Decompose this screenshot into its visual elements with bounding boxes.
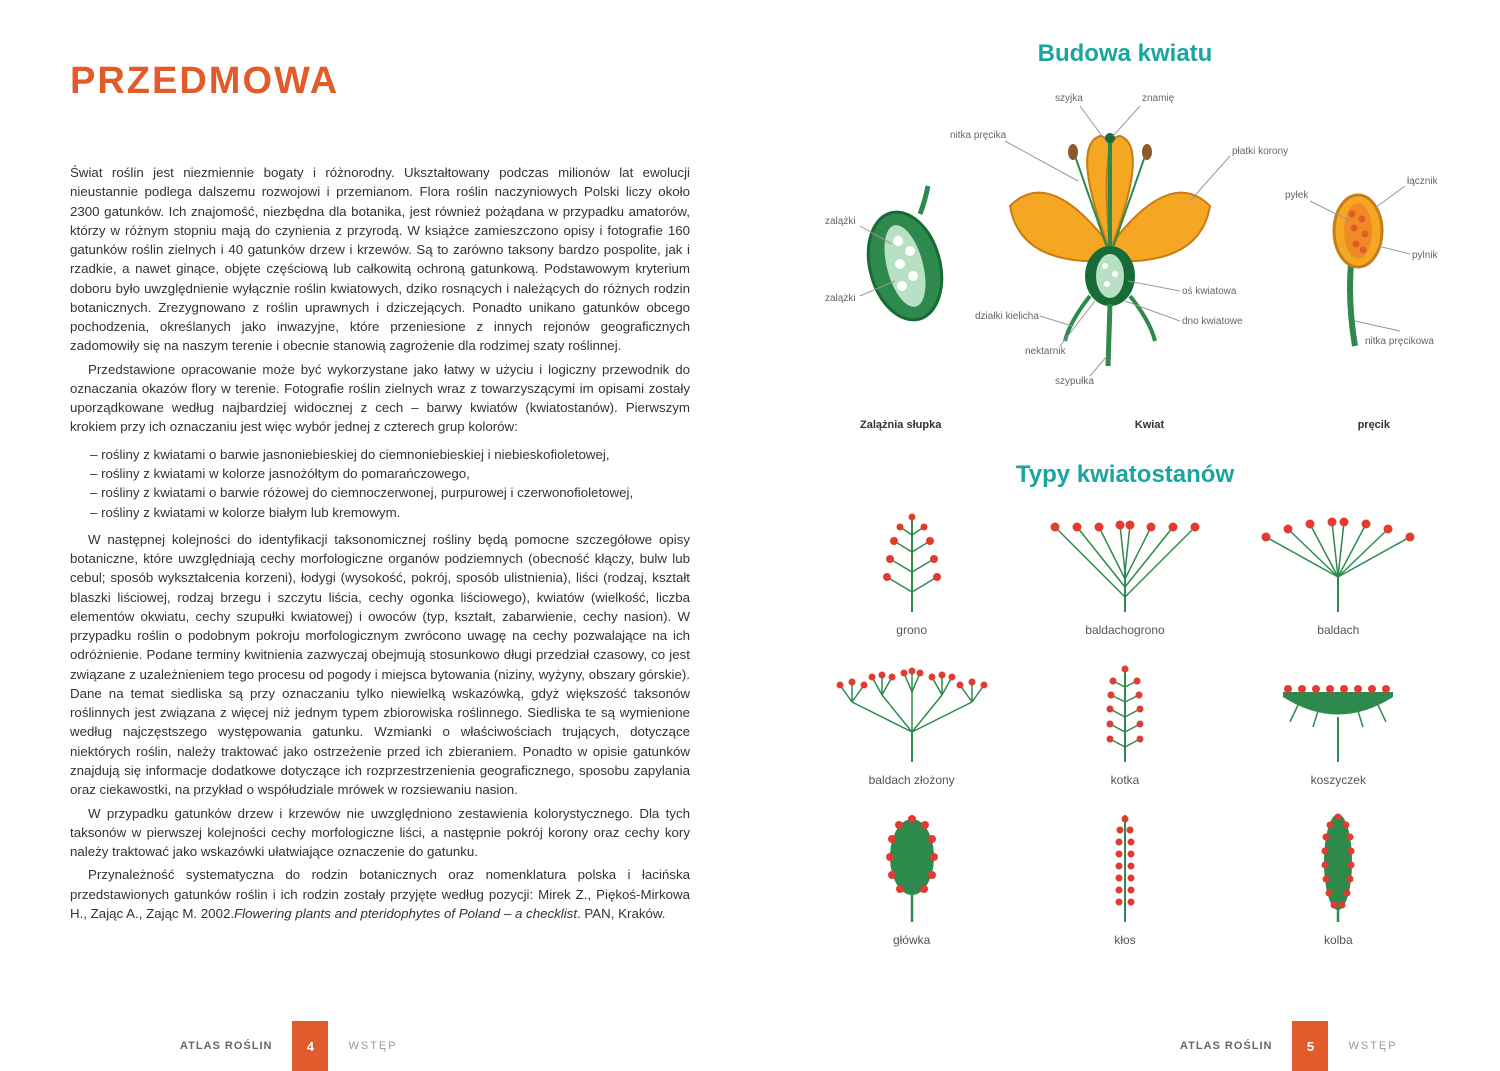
svg-text:znamię: znamię — [1142, 93, 1175, 104]
baldach-zlozony-icon — [822, 657, 1002, 767]
ovary-illustration: zalążki zalążki — [825, 186, 953, 328]
section-title-flower: Budowa kwiatu — [810, 40, 1440, 68]
bullet-3: – rośliny z kwiatami o barwie różowej do… — [90, 483, 690, 502]
bullet-4: – rośliny z kwiatami w kolorze białym lu… — [90, 503, 690, 522]
bullet-list: – rośliny z kwiatami o barwie jasnoniebi… — [90, 445, 690, 522]
inflor-baldach-zlozony: baldach złożony — [822, 657, 1002, 787]
flower-svg: zalążki zalążki — [810, 86, 1440, 406]
inflor-grono: grono — [842, 507, 982, 637]
inflorescence-grid: grono baldachogrono — [810, 507, 1440, 947]
label-baldachogrono: baldachogrono — [1035, 623, 1215, 637]
section-title-inflor: Typy kwiatostanów — [810, 461, 1440, 489]
page-number: 5 — [1292, 1021, 1328, 1071]
baldach-icon — [1248, 507, 1428, 617]
svg-text:pyłek: pyłek — [1285, 190, 1309, 201]
label-baldach-zlozony: baldach złożony — [822, 773, 1002, 787]
baldachogrono-icon — [1035, 507, 1215, 617]
svg-text:dno kwiatowe: dno kwiatowe — [1182, 316, 1243, 327]
caption-stamen: pręcik — [1358, 419, 1390, 431]
inflor-glowka: główka — [867, 807, 957, 947]
svg-text:płatki korony: płatki korony — [1232, 146, 1288, 157]
label-kotka: kotka — [1075, 773, 1175, 787]
label-koszyczek: koszyczek — [1258, 773, 1418, 787]
page-title: PRZEDMOWA — [70, 60, 690, 103]
footer-section-name: WSTĘP — [348, 1040, 397, 1052]
stamen-illustration: łącznik pyłek pylnik nitka pręcikowa — [1285, 176, 1439, 347]
svg-text:nitka pręcika: nitka pręcika — [950, 130, 1007, 141]
para-3: W następnej kolejności do identyfikacji … — [70, 530, 690, 800]
svg-text:łącznik: łącznik — [1407, 176, 1439, 187]
flower-captions: Zalążnia słupka Kwiat pręcik — [810, 419, 1440, 431]
flower-diagram: zalążki zalążki — [810, 86, 1440, 431]
bullet-2: – rośliny z kwiatami w kolorze jasnożółt… — [90, 464, 690, 483]
footer-section-name: WSTĘP — [1348, 1040, 1397, 1052]
label-klos: kłos — [1095, 933, 1155, 947]
page-footer: ATLAS ROŚLIN 4 WSTĘP — [0, 1021, 750, 1071]
label-baldach: baldach — [1248, 623, 1428, 637]
para-1: Świat roślin jest niezmiennie bogaty i r… — [70, 163, 690, 356]
caption-ovary: Zalążnia słupka — [860, 419, 941, 431]
caption-flower: Kwiat — [1135, 419, 1164, 431]
inflor-kotka: kotka — [1075, 657, 1175, 787]
koszyczek-icon — [1258, 657, 1418, 767]
bullet-1: – rośliny z kwiatami o barwie jasnoniebi… — [90, 445, 690, 464]
flower-illustration: szyjka znamię płatki korony nitka pręcik… — [950, 93, 1288, 387]
page-left: PRZEDMOWA Świat roślin jest niezmiennie … — [0, 0, 750, 1071]
page-number: 4 — [292, 1021, 328, 1071]
inflor-baldachogrono: baldachogrono — [1035, 507, 1215, 637]
inflor-kolba: kolba — [1303, 807, 1373, 947]
page-footer: ATLAS ROŚLIN 5 WSTĘP — [750, 1021, 1500, 1071]
para-4: W przypadku gatunków drzew i krzewów nie… — [70, 804, 690, 862]
para-2: Przedstawione opracowanie może być wykor… — [70, 360, 690, 437]
label-kolba: kolba — [1303, 933, 1373, 947]
klos-icon — [1095, 807, 1155, 927]
footer-book-title: ATLAS ROŚLIN — [180, 1040, 272, 1052]
svg-text:szyjka: szyjka — [1055, 93, 1083, 104]
svg-text:oś kwiatowa: oś kwiatowa — [1182, 286, 1237, 297]
svg-text:pylnik: pylnik — [1412, 250, 1439, 261]
inflor-klos: kłos — [1095, 807, 1155, 947]
glowka-icon — [867, 807, 957, 927]
svg-text:nitka pręcikowa: nitka pręcikowa — [1365, 336, 1434, 347]
svg-text:nektarnik: nektarnik — [1025, 346, 1067, 357]
body-text: Świat roślin jest niezmiennie bogaty i r… — [70, 163, 690, 923]
kotka-icon — [1075, 657, 1175, 767]
footer-book-title: ATLAS ROŚLIN — [1180, 1040, 1272, 1052]
kolba-icon — [1303, 807, 1373, 927]
page-right: Budowa kwiatu zalążki zalążki — [750, 0, 1500, 1071]
grono-icon — [842, 507, 982, 617]
label-glowka: główka — [867, 933, 957, 947]
svg-text:szypułka: szypułka — [1055, 376, 1094, 387]
label-zalazki-bot: zalążki — [825, 293, 856, 304]
inflor-koszyczek: koszyczek — [1258, 657, 1418, 787]
para-5: Przynależność systematyczna do rodzin bo… — [70, 865, 690, 923]
label-zalazki-top: zalążki — [825, 216, 856, 227]
svg-text:działki kielicha: działki kielicha — [975, 311, 1039, 322]
label-grono: grono — [842, 623, 982, 637]
inflor-baldach: baldach — [1248, 507, 1428, 637]
